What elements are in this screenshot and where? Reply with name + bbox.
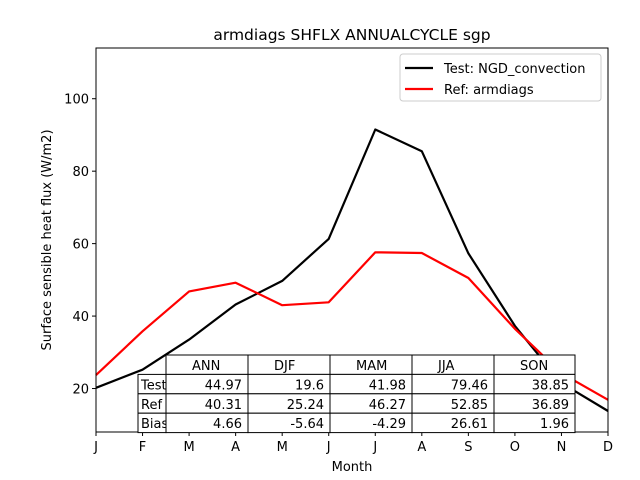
table-cell-value: 4.66: [213, 417, 242, 432]
legend-label: Test: NGD_convection: [443, 62, 586, 77]
y-tick-label: 100: [64, 93, 89, 108]
chart-title: armdiags SHFLX ANNUALCYCLE sgp: [213, 26, 490, 44]
table-header-jja: JJA: [437, 359, 454, 374]
legend-label: Ref: armdiags: [444, 83, 534, 98]
y-tick-label: 40: [72, 310, 89, 325]
stats-table: ANN DJF MAM JJA SON Test 44.97 19.6 41.98 79.46 38…: [137, 354, 576, 434]
x-tick-label: A: [231, 440, 240, 455]
x-tick-label: J: [372, 440, 377, 455]
table-cell-value: 25.24: [287, 398, 324, 413]
table-cell-value: 19.6: [295, 378, 324, 393]
table-cell-value: 79.46: [451, 378, 488, 393]
series-line-ref: [95, 251, 609, 401]
table-cell-value: 52.85: [451, 398, 488, 413]
x-axis-label: Month: [332, 460, 373, 475]
table-cell-value: -5.64: [290, 417, 324, 432]
x-tick-label: S: [464, 440, 472, 455]
table-row-label: Test: [140, 378, 167, 393]
y-tick-label: 20: [72, 383, 89, 398]
plot-lines: [95, 128, 609, 412]
legend: Test: NGD_convection Ref: armdiags: [399, 53, 602, 102]
table-cell-value: 44.97: [205, 378, 242, 393]
table-header-djf: DJF: [274, 359, 295, 374]
table-cell-value: 36.89: [532, 398, 569, 413]
table-cell: [493, 412, 576, 434]
table-row-label: Bias: [141, 417, 168, 432]
table-header-son: SON: [520, 359, 548, 374]
table-cell-value: 40.31: [205, 398, 242, 413]
x-tick-label: N: [557, 440, 567, 455]
x-tick-label: J: [326, 440, 331, 455]
table-row-label: Ref: [141, 398, 162, 413]
y-tick-label: 60: [72, 238, 89, 253]
table-cell-value: 46.27: [369, 398, 406, 413]
x-tick-label: M: [183, 440, 194, 455]
table-cell-value: 38.85: [532, 378, 569, 393]
x-tick-label: O: [510, 440, 520, 455]
x-tick-label: F: [139, 440, 146, 455]
x-tick-label: A: [417, 440, 426, 455]
x-tick-label: J: [93, 440, 98, 455]
x-tick-label: M: [277, 440, 288, 455]
table-cell-value: 1.96: [540, 417, 569, 432]
table-cell-value: -4.29: [372, 417, 406, 432]
x-tick-label: D: [603, 440, 613, 455]
table-cell-value: 26.61: [451, 417, 488, 432]
table-header-ann: ANN: [192, 359, 220, 374]
y-axis-label: Surface sensible heat flux (W/m2): [40, 129, 55, 350]
y-tick-label: 80: [72, 165, 89, 180]
table-cell-value: 41.98: [369, 378, 406, 393]
table-header-mam: MAM: [356, 359, 387, 374]
legend-box: [399, 53, 602, 102]
